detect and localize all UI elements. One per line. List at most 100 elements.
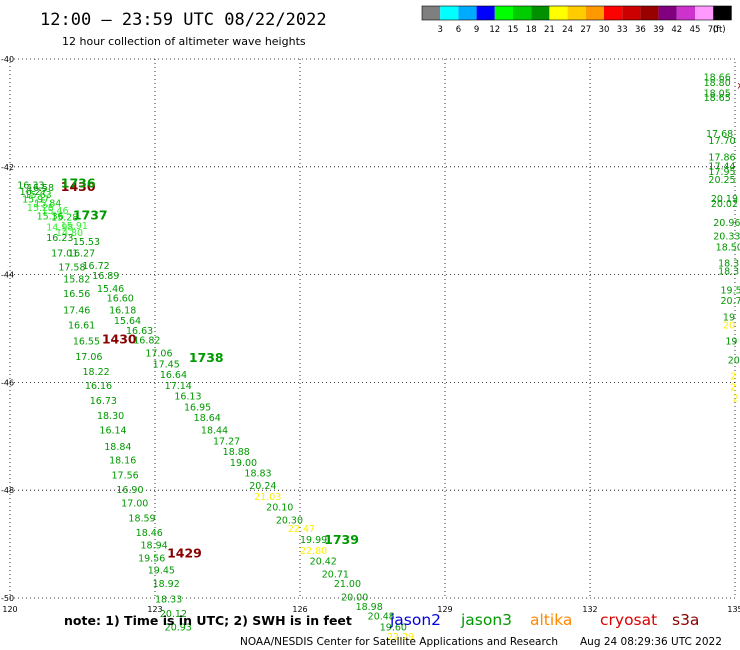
data-points: 16.3316.5816.2715.6315.9715.8415.2515.46… bbox=[17, 73, 740, 643]
wave-height-label: 17.27 bbox=[213, 436, 240, 447]
wave-height-label: 20.42 bbox=[310, 557, 337, 568]
wave-height-label: 20.71 bbox=[322, 570, 349, 581]
colorbar-swatch bbox=[567, 6, 586, 20]
wave-height-label: 20.00 bbox=[341, 593, 368, 604]
wave-height-label: 20.24 bbox=[249, 481, 276, 492]
wave-height-label: 18.59 bbox=[128, 513, 155, 524]
x-tick-label: 129 bbox=[437, 605, 452, 614]
wave-height-label: 17.70 bbox=[708, 136, 735, 147]
x-tick-label: 132 bbox=[582, 605, 597, 614]
wave-height-label: 16.95 bbox=[184, 402, 211, 413]
colorbar-tick-label: 36 bbox=[635, 25, 646, 35]
wave-height-label: 18.94 bbox=[141, 540, 168, 551]
colorbar-tick-label: 6 bbox=[456, 25, 461, 35]
colorbar-tick-label: 45 bbox=[690, 25, 701, 35]
y-tick-label: -46 bbox=[1, 378, 14, 387]
legend-cryosat: cryosat bbox=[600, 611, 657, 629]
wave-height-label: 16.64 bbox=[160, 370, 187, 381]
legend-s3a: s3a bbox=[672, 611, 699, 629]
wave-height-label: 16.27 bbox=[68, 248, 95, 259]
wave-height-label: 16.13 bbox=[174, 392, 201, 403]
pass-time-label: 1739 bbox=[324, 532, 359, 547]
wave-height-label: 18.33 bbox=[155, 594, 182, 605]
wave-height-label: 17.68 bbox=[706, 129, 733, 140]
colorbar-tick-label: 27 bbox=[580, 25, 591, 35]
colorbar-unit: (ft) bbox=[713, 25, 726, 35]
wave-height-label: 14.80 bbox=[56, 228, 83, 239]
wave-height-label: 15.84 bbox=[34, 199, 61, 210]
colorbar-swatch bbox=[658, 6, 677, 20]
wave-height-label: 18.64 bbox=[194, 413, 221, 424]
wave-height-label: 16.60 bbox=[107, 294, 134, 305]
wave-height-label: 17.00 bbox=[121, 498, 148, 509]
colorbar-swatch bbox=[494, 6, 513, 20]
wave-height-label: 15.82 bbox=[63, 275, 90, 286]
wave-height-label: 19.5 bbox=[721, 285, 740, 296]
wave-height-label: 15.46 bbox=[41, 206, 68, 217]
wave-height-label: 20.93 bbox=[165, 622, 192, 633]
wave-height-label: 16.58 bbox=[27, 183, 54, 194]
wave-height-label: 18.46 bbox=[136, 528, 163, 539]
x-tick-label: 123 bbox=[147, 605, 162, 614]
colorbar-swatch bbox=[695, 6, 714, 20]
wave-height-label: 15.63 bbox=[25, 190, 52, 201]
wave-height-label: 17.46 bbox=[63, 305, 90, 316]
wave-height-label: 17.45 bbox=[153, 359, 180, 370]
wave-height-label: 15.36 bbox=[37, 212, 64, 223]
wave-height-label: 20.12 bbox=[160, 609, 187, 620]
wave-height-label: 2 bbox=[730, 382, 736, 393]
wave-height-label: 15.53 bbox=[73, 237, 100, 248]
wave-height-label: 16.89 bbox=[92, 271, 119, 282]
wave-height-label: 20.96 bbox=[713, 218, 740, 229]
y-tick-label: -42 bbox=[1, 163, 14, 172]
colorbar-swatch bbox=[476, 6, 495, 20]
y-tick-label: -50 bbox=[1, 594, 14, 603]
legend-jason2: jason2 bbox=[389, 611, 441, 629]
wave-height-label: 22.80 bbox=[300, 546, 327, 557]
color-scale-bar: 3 6 9 12 15 18 21 24 27 30 33 36 39 42 45 70(ft) bbox=[421, 5, 732, 35]
axis-ticks: 120 123 126 129 132 135 -40 -42 -44 -46 -48 -50 bbox=[1, 55, 740, 614]
wave-height-label: 18.50 bbox=[716, 242, 740, 253]
plot-border bbox=[9, 58, 736, 599]
wave-height-label: 16.14 bbox=[99, 426, 126, 437]
wave-height-label: 18.16 bbox=[109, 455, 136, 466]
wave-height-label: 16.90 bbox=[116, 485, 143, 496]
footnote: note: 1) Time is in UTC; 2) SWH is in fe… bbox=[64, 613, 352, 628]
colorbar-tick-label: 24 bbox=[562, 25, 573, 35]
x-tick-label: 120 bbox=[2, 605, 17, 614]
colorbar-tick-label: 70 bbox=[708, 25, 719, 35]
colorbar-swatch bbox=[549, 6, 568, 20]
wave-height-label: 16.56 bbox=[63, 289, 90, 300]
wave-height-label: 17.44 bbox=[708, 161, 735, 172]
wave-height-label: 18.3 bbox=[718, 267, 739, 278]
plot-grid bbox=[10, 59, 735, 598]
pass-time-label: 1430 bbox=[61, 179, 96, 194]
wave-height-label: 20.48 bbox=[368, 612, 395, 623]
wave-height-label: 16.23 bbox=[46, 233, 73, 244]
y-tick-label: -44 bbox=[1, 271, 14, 280]
colorbar-swatch bbox=[458, 6, 477, 20]
colorbar-swatch bbox=[422, 6, 441, 20]
wave-height-label: 17.58 bbox=[58, 262, 85, 273]
wave-height-label: 20.7 bbox=[721, 296, 740, 307]
wave-height-label: 20.25 bbox=[708, 175, 735, 186]
colorbar-tick-label: 30 bbox=[599, 25, 610, 35]
wave-height-label: 15.91 bbox=[61, 221, 88, 232]
wave-height-label: 21.03 bbox=[254, 492, 281, 503]
wave-height-label: 19.60 bbox=[380, 622, 407, 633]
wave-height-label: 18.05 bbox=[704, 89, 731, 100]
colorbar-swatch bbox=[676, 6, 695, 20]
wave-height-label: 20.19 bbox=[711, 194, 738, 205]
wave-height-label: 22.47 bbox=[288, 524, 315, 535]
wave-height-label: 18.65 bbox=[704, 93, 731, 104]
credit-line: NOAA/NESDIS Center for Satellite Applica… bbox=[240, 636, 558, 648]
wave-height-label: 18.88 bbox=[223, 447, 250, 458]
wave-height-label: 19 bbox=[723, 312, 735, 323]
wave-height-label: 21.00 bbox=[334, 579, 361, 590]
pass-time-label: 1736 bbox=[61, 175, 96, 190]
wave-height-label: 16.33 bbox=[17, 180, 44, 191]
wave-height-label: 19.56 bbox=[138, 553, 165, 564]
wave-height-label: 17.86 bbox=[708, 152, 735, 163]
wave-height-label: 14.98 bbox=[46, 222, 73, 233]
